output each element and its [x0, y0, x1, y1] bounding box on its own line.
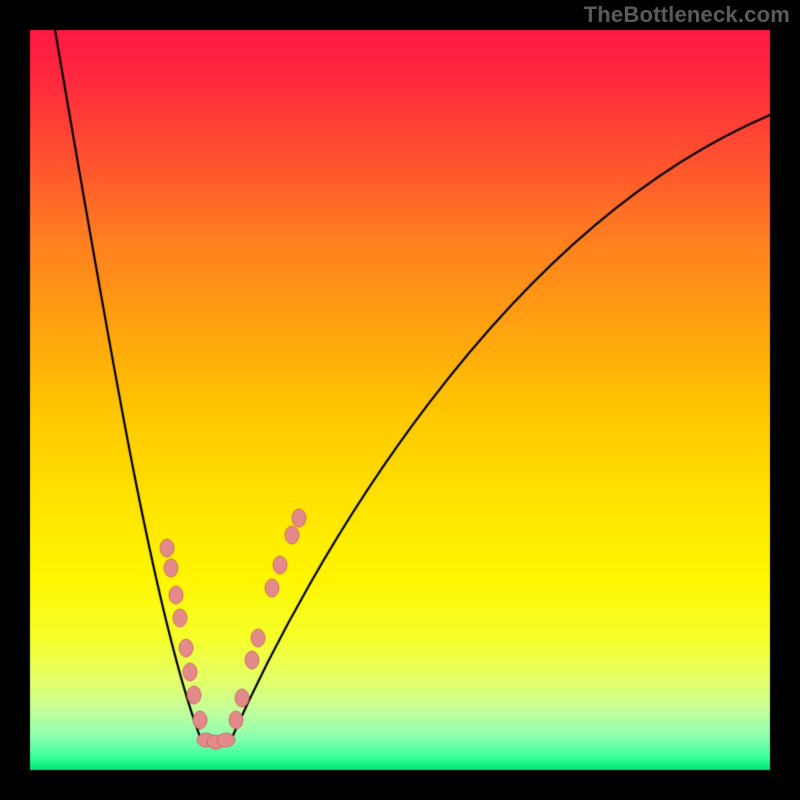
bottleneck-curve-chart [0, 0, 800, 800]
chart-root: TheBottleneck.com [0, 0, 800, 800]
